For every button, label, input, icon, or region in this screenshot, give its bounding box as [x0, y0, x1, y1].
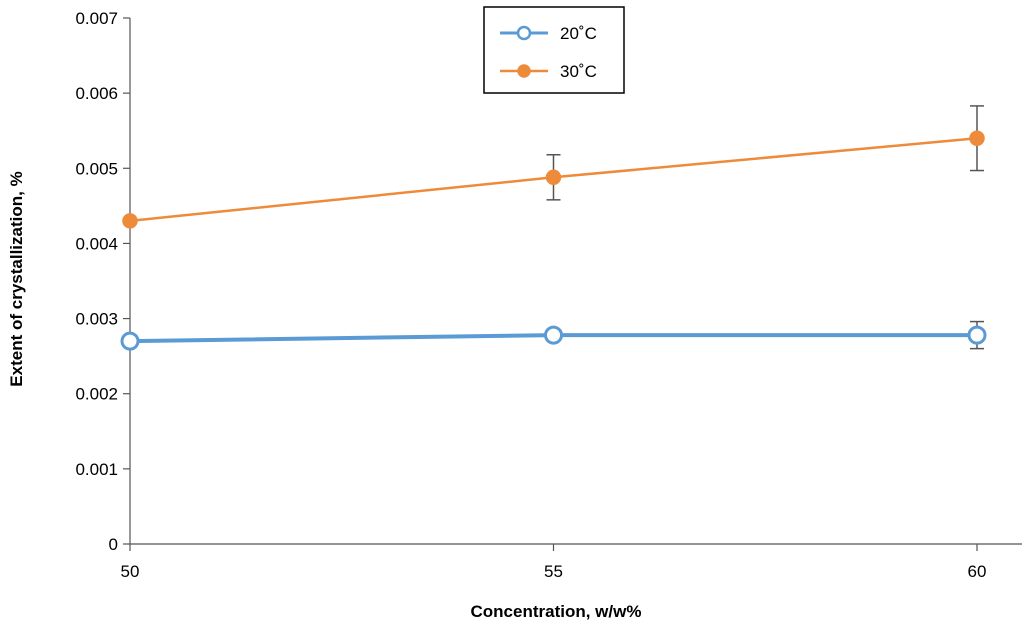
y-tick-label: 0.002	[75, 385, 118, 404]
y-tick-label: 0.003	[75, 310, 118, 329]
x-tick-label: 50	[121, 562, 140, 581]
legend-box	[483, 6, 625, 94]
y-tick-label: 0.001	[75, 460, 118, 479]
legend-marker	[517, 64, 531, 78]
legend-label: 20˚C	[560, 24, 597, 43]
series-2	[122, 105, 985, 229]
series-layer	[120, 105, 987, 351]
series-1	[120, 320, 987, 351]
data-point	[122, 213, 138, 229]
y-axis-title: Extent of crystallization, %	[7, 171, 26, 386]
legend-label: 30˚C	[560, 62, 597, 81]
y-tick-label: 0.007	[75, 9, 118, 28]
data-point	[969, 130, 985, 146]
y-tick-label: 0.004	[75, 234, 118, 253]
data-point	[544, 325, 563, 345]
data-point	[120, 331, 140, 351]
y-ticks: 0 0.001 0.002 0.003 0.004 0.005 0.006 0.007	[75, 9, 130, 554]
y-tick-label: 0	[109, 535, 118, 554]
x-ticks: 50 55 60	[121, 544, 987, 581]
y-tick-label: 0.005	[75, 159, 118, 178]
legend: 20˚C 30˚C	[483, 6, 625, 94]
data-point	[545, 169, 562, 186]
x-tick-label: 55	[544, 562, 563, 581]
x-tick-label: 60	[968, 562, 987, 581]
data-point	[967, 325, 987, 345]
x-axis-title: Concentration, w/w%	[471, 602, 642, 621]
legend-marker	[516, 25, 532, 41]
y-tick-label: 0.006	[75, 84, 118, 103]
